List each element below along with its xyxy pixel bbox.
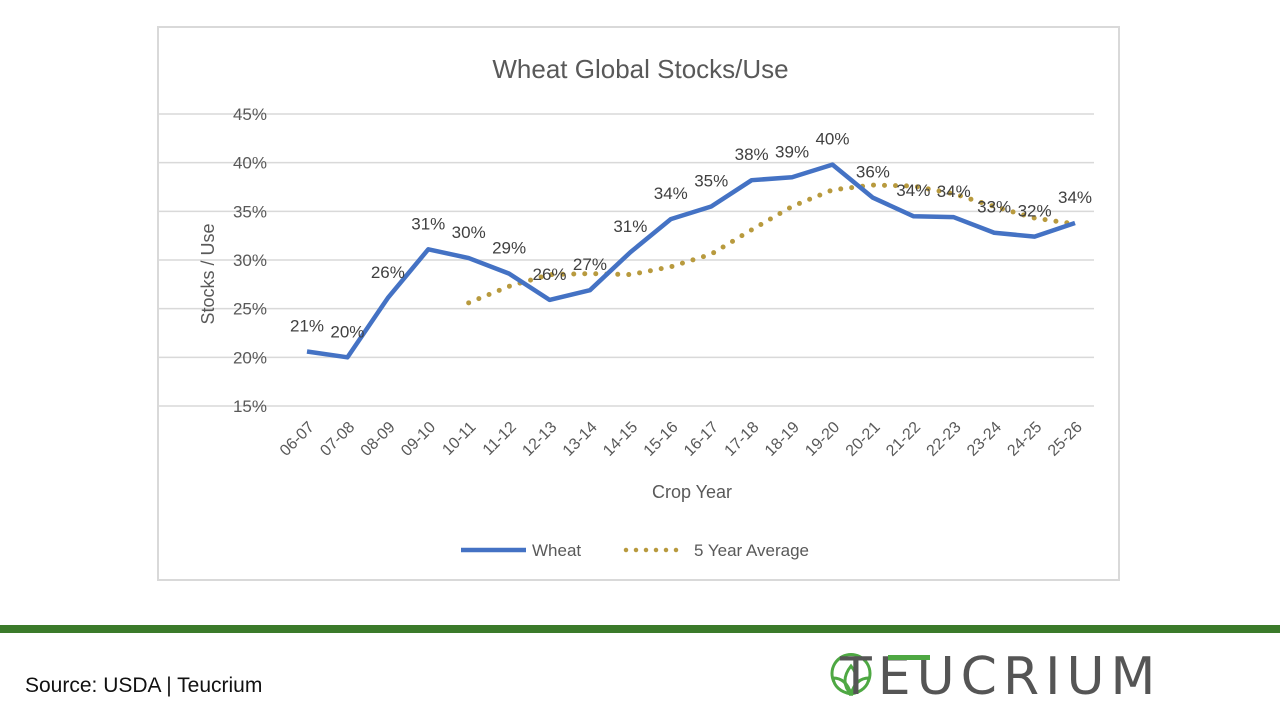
data-label: 39% xyxy=(775,142,809,161)
x-tick-label: 23-24 xyxy=(964,419,1005,460)
x-tick-label: 10-11 xyxy=(439,419,479,459)
data-label: 20% xyxy=(330,322,364,341)
divider-bar xyxy=(0,625,1280,633)
data-label: 34% xyxy=(1058,188,1092,207)
data-label: 34% xyxy=(937,182,971,201)
data-label: 31% xyxy=(613,217,647,236)
x-tick-label: 15-16 xyxy=(641,419,682,460)
x-tick-label: 14-15 xyxy=(600,419,641,460)
data-label: 26% xyxy=(533,265,567,284)
data-label: 30% xyxy=(452,223,486,242)
data-label: 36% xyxy=(856,163,890,182)
x-tick-label: 24-25 xyxy=(1004,419,1045,460)
x-tick-label: 20-21 xyxy=(843,419,884,460)
x-axis-title: Crop Year xyxy=(652,482,732,502)
data-label: 34% xyxy=(896,181,930,200)
y-tick-label: 20% xyxy=(233,348,267,367)
series-wheat xyxy=(306,162,1076,360)
data-label: 21% xyxy=(290,316,324,335)
chart-title: Wheat Global Stocks/Use xyxy=(492,54,788,84)
y-tick-label: 25% xyxy=(233,300,267,319)
data-label: 38% xyxy=(735,145,769,164)
data-label: 32% xyxy=(1018,202,1052,221)
logo-wordmark: TEUCRIUM xyxy=(840,647,1161,707)
x-tick-label: 12-13 xyxy=(519,419,560,460)
data-label: 27% xyxy=(573,255,607,274)
data-label: 31% xyxy=(411,214,445,233)
source-note: Source: USDA | Teucrium xyxy=(25,674,263,697)
legend-wheat-label: Wheat xyxy=(532,541,581,560)
data-label: 33% xyxy=(977,198,1011,217)
y-tick-label: 15% xyxy=(233,397,267,416)
data-label: 26% xyxy=(371,263,405,282)
data-label: 29% xyxy=(492,239,526,258)
line-chart: Wheat Global Stocks/Use 15% 20% 25% 30% 35% 40… xyxy=(159,54,1094,560)
y-tick-label: 45% xyxy=(233,105,267,124)
teucrium-logo: TEUCRIUM xyxy=(828,647,1161,707)
y-tick-label: 40% xyxy=(233,154,267,173)
x-tick-label: 09-10 xyxy=(398,419,439,460)
chart-frame: Wheat Global Stocks/Use 15% 20% 25% 30% 35% 40… xyxy=(157,26,1120,581)
data-label: 35% xyxy=(694,171,728,190)
series-5-year-average xyxy=(466,182,1078,306)
y-tick-label: 30% xyxy=(233,251,267,270)
x-tick-label: 25-26 xyxy=(1045,419,1086,460)
legend-average-label: 5 Year Average xyxy=(694,541,809,560)
x-tick-label: 17-18 xyxy=(722,419,763,460)
y-tick-label: 35% xyxy=(233,202,267,221)
leaf-logo-icon xyxy=(830,653,872,697)
data-label: 40% xyxy=(815,130,849,149)
x-tick-label: 06-07 xyxy=(277,419,318,460)
x-tick-label: 19-20 xyxy=(802,419,843,460)
x-tick-label: 21-22 xyxy=(883,419,924,460)
y-axis-title: Stocks / Use xyxy=(198,223,218,324)
x-tick-label: 16-17 xyxy=(681,419,722,460)
x-tick-label: 18-19 xyxy=(762,419,803,460)
x-tick-label: 08-09 xyxy=(358,419,399,460)
x-tick-label: 11-12 xyxy=(480,419,520,459)
x-tick-label: 22-23 xyxy=(924,419,965,460)
x-tick-label: 13-14 xyxy=(560,419,601,460)
x-tick-label: 07-08 xyxy=(317,419,358,460)
data-label: 34% xyxy=(654,184,688,203)
